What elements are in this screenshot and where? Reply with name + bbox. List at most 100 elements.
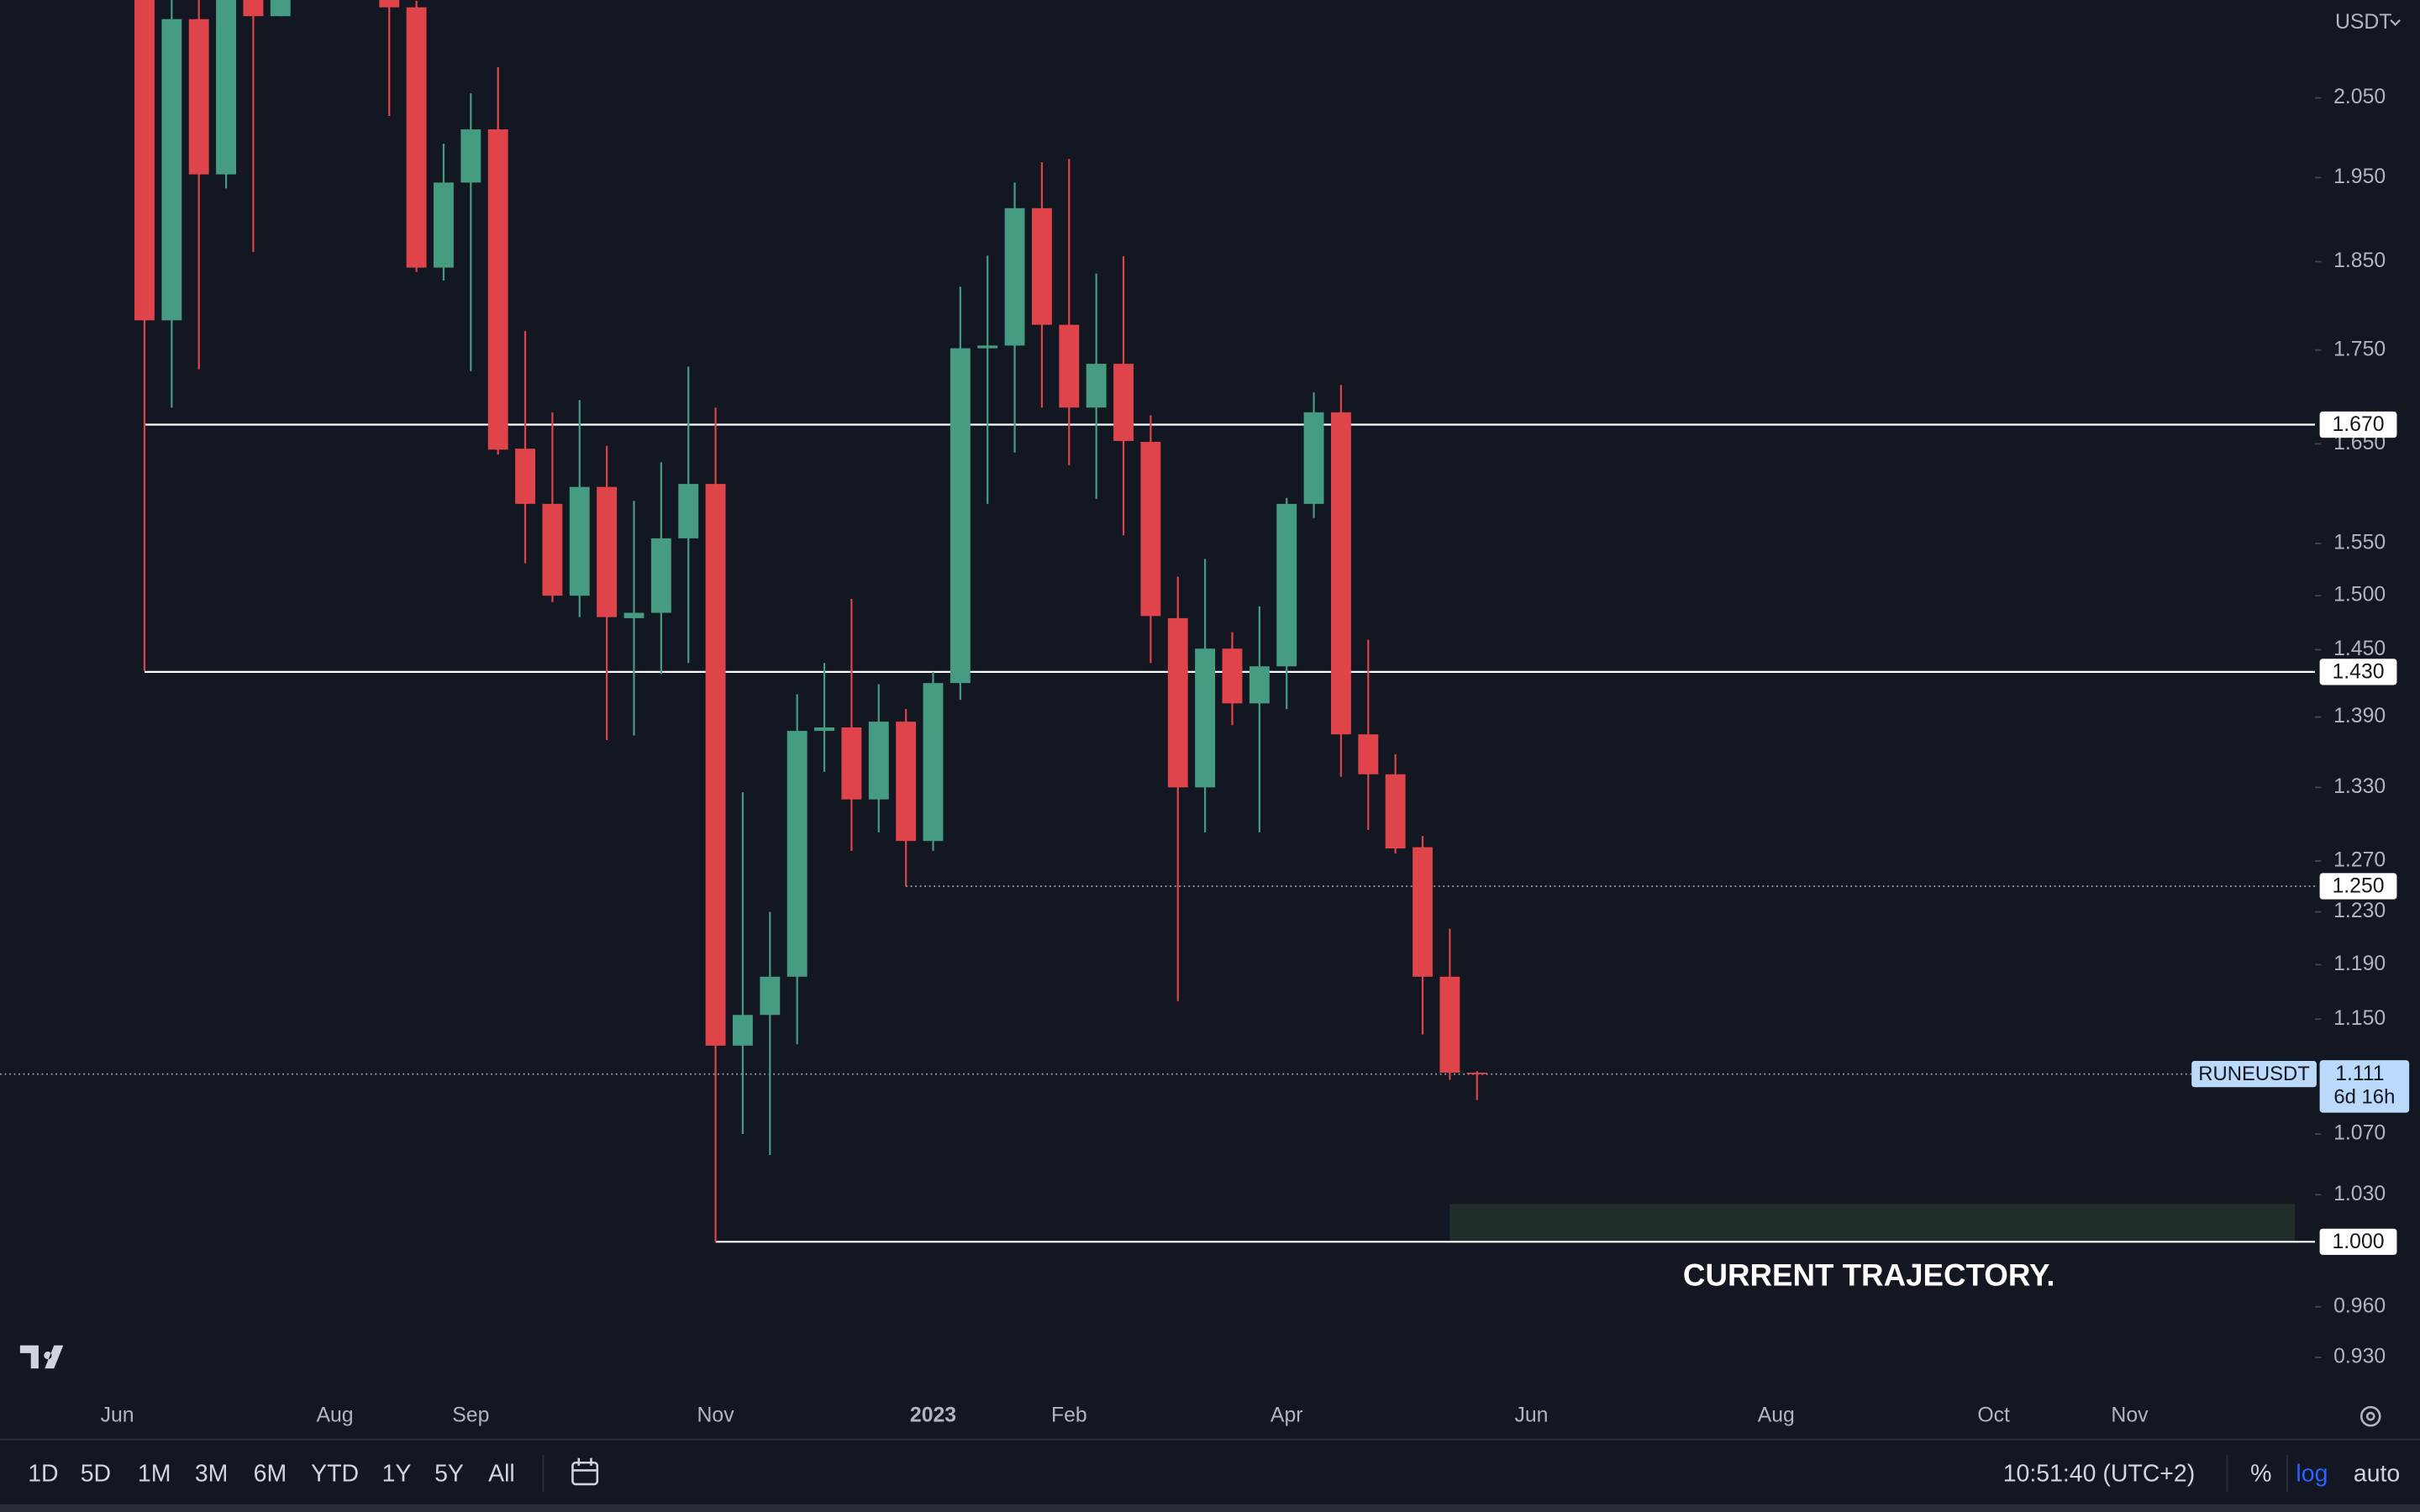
candle-body [977,345,998,349]
countdown-label: 6d 16h [2333,1085,2395,1108]
candle-body [1167,617,1188,788]
range-button[interactable]: 5D [81,1460,111,1487]
level-label: 1.430 [2333,660,2385,683]
y-tick-label: 1.270 [2333,848,2386,871]
candle-body [1358,734,1379,774]
y-tick-label: 1.500 [2333,584,2386,606]
candle-body [243,0,264,17]
range-button[interactable]: YTD [311,1460,359,1487]
candle-body [786,731,808,977]
x-tick-label: Aug [316,1404,353,1427]
level-label-box [2319,873,2397,900]
y-tick-label: 2.050 [2333,86,2386,108]
clock: 10:51:40 (UTC+2) [2003,1460,2196,1487]
candle-body [216,0,236,175]
candle-body [1195,648,1216,788]
level-label-box [2319,1228,2397,1255]
y-tick-label: 1.030 [2333,1183,2386,1205]
candle-body [1032,207,1052,325]
x-tick-label: Jun [101,1404,134,1427]
range-button[interactable]: 1Y [382,1460,412,1487]
y-tick-label: 1.390 [2333,705,2386,727]
candle-body [1140,442,1161,617]
candle-body [841,727,862,800]
symbol-label: RUNEUSDT [2198,1063,2310,1085]
symbol-box [2191,1061,2317,1088]
y-tick-label: 1.190 [2333,953,2386,975]
candle-body [705,484,726,1046]
x-tick-label: Oct [1977,1404,2010,1427]
last-price-box [2319,1060,2410,1113]
x-tick-label: Sep [452,1404,489,1427]
percent-toggle[interactable]: % [2250,1460,2271,1487]
candle-body [623,612,644,618]
candle-body [760,976,781,1016]
range-button[interactable]: 6M [254,1460,287,1487]
candle-body [923,683,944,842]
calendar-icon[interactable] [571,1457,599,1486]
candle-body [814,727,834,732]
level-label-box [2319,659,2397,685]
candle-body [379,0,400,8]
candle-body [678,484,699,538]
candle-body [950,348,971,684]
candle-body [406,7,427,268]
y-tick-label: 1.550 [2333,532,2386,554]
candle-body [597,486,618,617]
y-tick-label: 0.960 [2333,1294,2386,1317]
candle-body [161,18,182,321]
candle-body [1249,666,1270,704]
annotation: CURRENT TRAJECTORY. [1683,1257,2055,1292]
currency[interactable]: USDT [2335,11,2391,34]
candle-body [1276,503,1297,667]
bottom-strip [0,1504,2420,1512]
range-button[interactable]: 3M [195,1460,229,1487]
settings-icon[interactable] [2360,1405,2381,1427]
x-tick-label: Nov [2111,1404,2149,1427]
x-tick-label: Nov [697,1404,735,1427]
range-button[interactable]: 1M [138,1460,171,1487]
candle-body [868,722,889,800]
candle-body [188,18,209,175]
candle-body [569,486,590,596]
candle-body [542,503,563,596]
level-label: 1.250 [2333,875,2385,898]
auto-toggle[interactable]: auto [2354,1460,2400,1487]
level-label: 1.000 [2333,1231,2385,1253]
logo[interactable] [19,1345,64,1369]
y-tick-label: 1.230 [2333,900,2386,922]
range-button[interactable]: All [488,1460,515,1487]
candle-body [270,0,291,17]
range-button[interactable]: 5Y [434,1460,464,1487]
candle-body [460,129,481,183]
x-tick-label: Aug [1758,1404,1795,1427]
y-tick-label: 1.450 [2333,638,2386,660]
plot-area [0,0,2316,1243]
candle-body [1385,774,1406,849]
candle-body [650,538,671,613]
y-tick-label: 1.150 [2333,1007,2386,1030]
candle-body [487,129,508,450]
x-tick-label: Jun [1514,1404,1548,1427]
range-button[interactable]: 1D [28,1460,58,1487]
candle-body [1439,976,1460,1073]
y-tick-label: 1.950 [2333,165,2386,188]
candle-body [134,0,155,321]
target-zone [1449,1204,2296,1242]
candle-body [1331,412,1351,735]
candle-body [1303,412,1324,504]
candle-body [1413,847,1433,977]
y-tick-label: 1.850 [2333,249,2386,272]
candle-body [1086,364,1107,408]
y-tick-label: 1.070 [2333,1122,2386,1145]
log-toggle[interactable]: log [2296,1460,2328,1487]
y-tick-label: 1.330 [2333,775,2386,798]
candle-body [896,722,917,842]
candle-body [1222,648,1243,704]
x-tick-label: Apr [1270,1404,1303,1427]
candle-body [1466,1072,1487,1074]
level-label: 1.670 [2333,413,2385,436]
currency-chevron[interactable] [2390,19,2401,26]
